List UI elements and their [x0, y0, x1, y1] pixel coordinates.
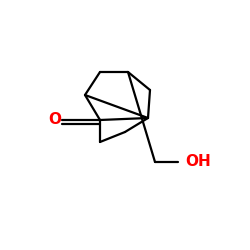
Text: OH: OH [185, 154, 211, 170]
Text: O: O [48, 112, 62, 128]
